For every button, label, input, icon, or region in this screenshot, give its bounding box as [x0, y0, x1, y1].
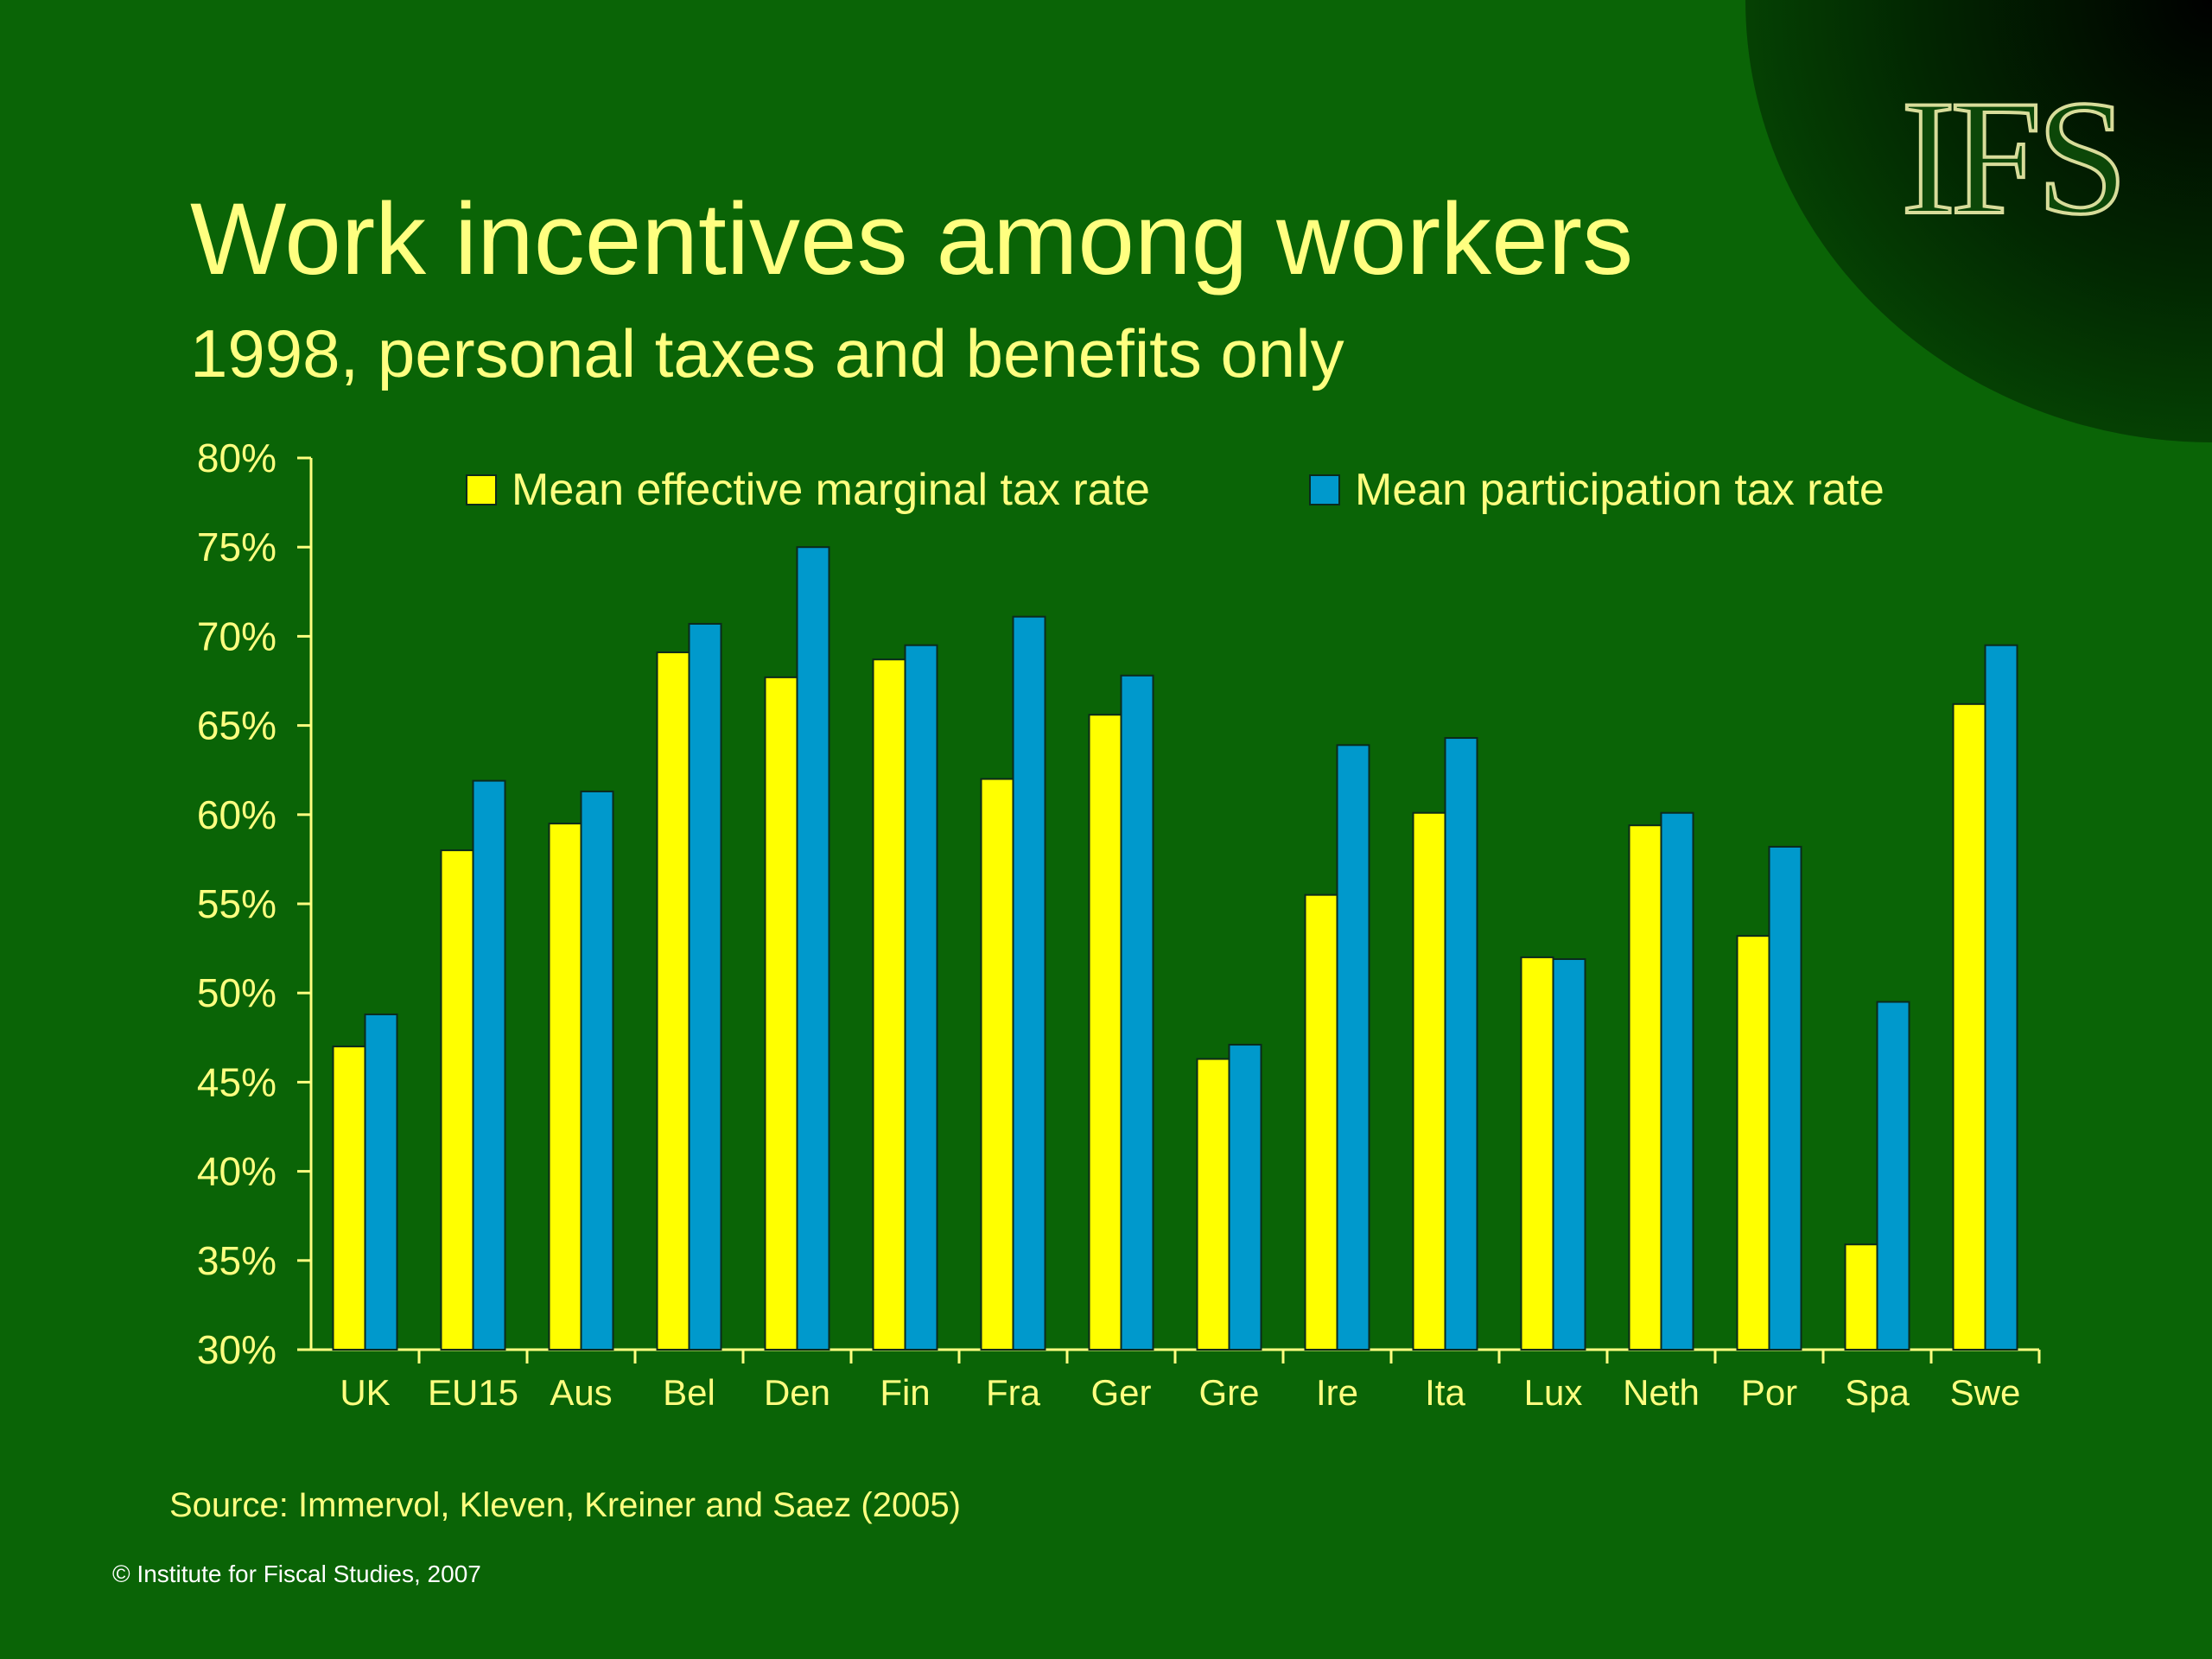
- copyright-note: © Institute for Fiscal Studies, 2007: [112, 1560, 481, 1587]
- x-tick-label: Spa: [1845, 1372, 1910, 1413]
- bar-participation-ire: [1336, 744, 1370, 1351]
- bar-marginal-swe: [1952, 702, 1986, 1351]
- x-tick-label: Aus: [550, 1372, 612, 1413]
- y-tick-label: 75%: [197, 524, 276, 569]
- ifs-logo: IFS: [1899, 67, 2130, 249]
- y-tick-label: 45%: [197, 1059, 276, 1104]
- y-tick-label: 50%: [197, 970, 276, 1015]
- bar-participation-gre: [1228, 1044, 1262, 1351]
- bar-participation-uk: [364, 1013, 398, 1351]
- bar-participation-lux: [1552, 957, 1586, 1351]
- bar-marginal-bel: [656, 651, 690, 1351]
- y-tick-label: 80%: [197, 435, 276, 480]
- bar-marginal-ire: [1304, 893, 1338, 1351]
- bar-marginal-lux: [1520, 956, 1554, 1351]
- bar-participation-swe: [1984, 644, 2018, 1351]
- bar-marginal-eu15: [440, 849, 474, 1351]
- x-tick-label: Den: [764, 1372, 830, 1413]
- x-tick-label: Neth: [1623, 1372, 1700, 1413]
- bar-marginal-gre: [1196, 1058, 1230, 1351]
- bar-marginal-ger: [1088, 714, 1122, 1351]
- bar-participation-por: [1768, 845, 1802, 1351]
- bar-marginal-fra: [980, 778, 1014, 1351]
- x-tick-label: Bel: [663, 1372, 715, 1413]
- bar-participation-bel: [688, 622, 722, 1351]
- bar-participation-den: [796, 546, 830, 1351]
- legend-swatch-participation: [1309, 474, 1340, 505]
- y-tick-label: 40%: [197, 1149, 276, 1194]
- legend-label-marginal: Mean effective marginal tax rate: [512, 465, 1150, 515]
- bar-marginal-fin: [872, 658, 906, 1351]
- bar-marginal-den: [764, 676, 798, 1351]
- y-tick-label: 30%: [197, 1327, 276, 1372]
- x-tick-label: Gre: [1198, 1372, 1259, 1413]
- x-tick-label: Lux: [1524, 1372, 1583, 1413]
- x-tick-label: Ire: [1316, 1372, 1358, 1413]
- bar-marginal-ita: [1412, 811, 1446, 1351]
- x-tick-label: Ita: [1425, 1372, 1465, 1413]
- bar-marginal-aus: [548, 823, 582, 1351]
- y-tick-label: 65%: [197, 703, 276, 748]
- legend-swatch-marginal: [466, 474, 497, 505]
- bar-participation-ita: [1444, 737, 1478, 1351]
- bar-participation-aus: [580, 790, 614, 1351]
- x-tick-label: Fra: [986, 1372, 1041, 1413]
- bar-participation-neth: [1660, 811, 1694, 1351]
- y-tick-label: 70%: [197, 613, 276, 658]
- bar-participation-ger: [1120, 674, 1154, 1351]
- y-tick-label: 35%: [197, 1238, 276, 1283]
- bar-marginal-uk: [332, 1046, 366, 1351]
- bar-marginal-por: [1736, 935, 1770, 1351]
- x-tick-label: Ger: [1090, 1372, 1151, 1413]
- x-tick-label: EU15: [428, 1372, 518, 1413]
- bar-participation-fin: [904, 644, 938, 1351]
- bar-participation-fra: [1012, 615, 1046, 1351]
- source-note: Source: Immervol, Kleven, Kreiner and Sa…: [169, 1486, 961, 1524]
- x-tick-label: Por: [1741, 1372, 1797, 1413]
- x-tick-label: Swe: [1950, 1372, 2021, 1413]
- bar-participation-spa: [1876, 1001, 1910, 1351]
- slide-subtitle: 1998, personal taxes and benefits only: [190, 315, 1344, 391]
- bar-marginal-neth: [1628, 824, 1662, 1351]
- y-tick-label: 60%: [197, 792, 276, 837]
- x-tick-label: UK: [340, 1372, 390, 1413]
- legend-label-participation: Mean participation tax rate: [1355, 465, 1885, 515]
- slide-title: Work incentives among workers: [190, 182, 1634, 296]
- y-tick-label: 55%: [197, 881, 276, 926]
- bar-marginal-spa: [1844, 1243, 1878, 1351]
- x-tick-label: Fin: [880, 1372, 930, 1413]
- bar-participation-eu15: [472, 779, 506, 1351]
